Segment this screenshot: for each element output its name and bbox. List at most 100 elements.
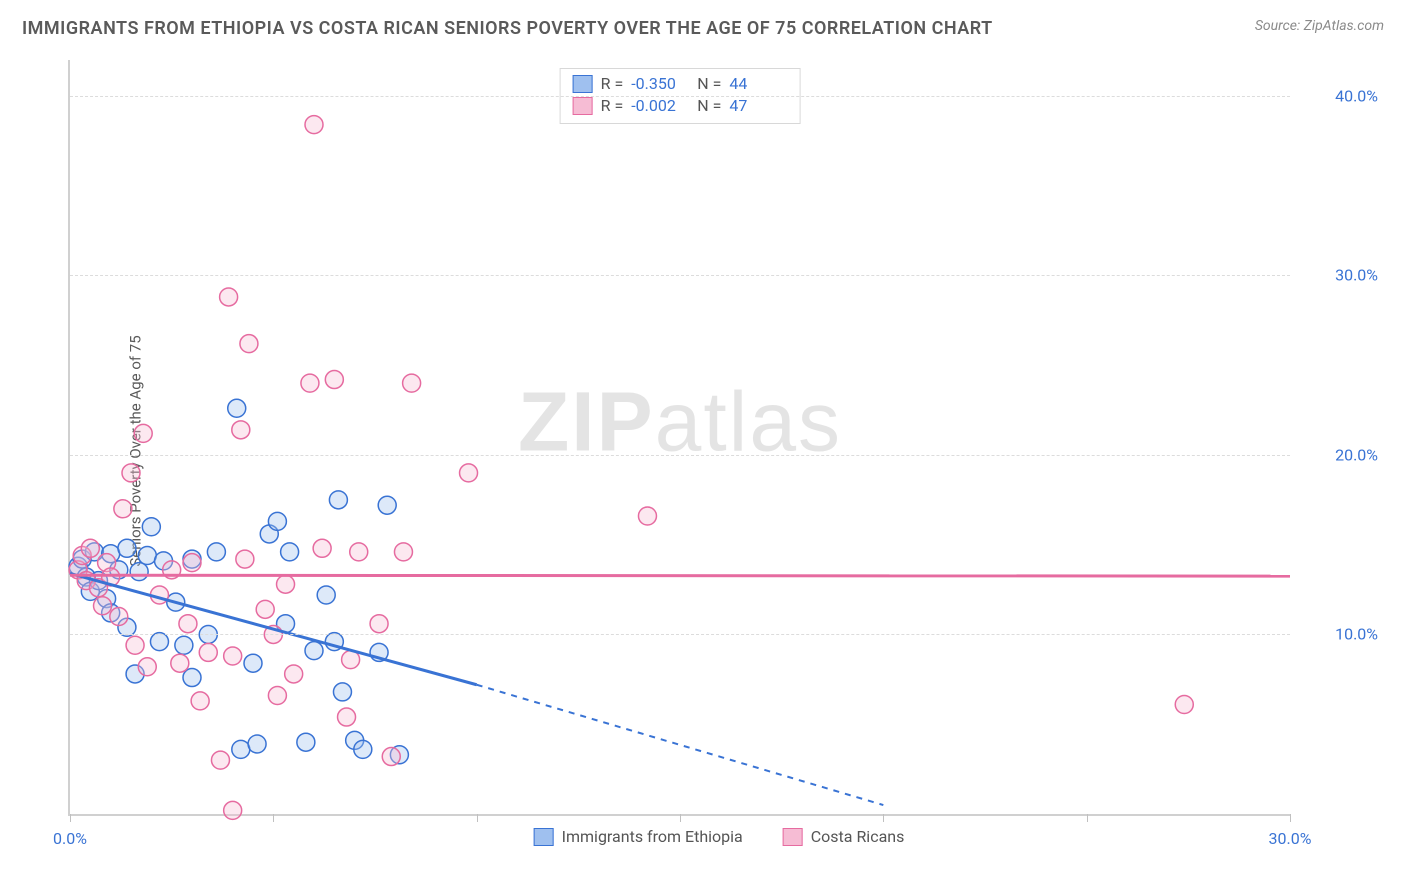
r-label-0: R =	[601, 73, 624, 95]
scatter-point	[460, 464, 478, 482]
trend-line	[70, 575, 1290, 576]
scatter-point	[122, 464, 140, 482]
scatter-point	[228, 399, 246, 417]
scatter-point	[297, 733, 315, 751]
scatter-point	[301, 374, 319, 392]
plot-area: ZIPatlas R = -0.350 N = 44 R = -0.002 N …	[68, 60, 1290, 816]
legend-swatch-1	[573, 97, 593, 115]
scatter-point	[138, 546, 156, 564]
ytick-label: 40.0%	[1298, 86, 1378, 105]
xtick	[70, 814, 71, 822]
scatter-point	[183, 669, 201, 687]
scatter-point	[313, 539, 331, 557]
legend-bottom-item-0: Immigrants from Ethiopia	[534, 827, 743, 846]
scatter-point	[130, 563, 148, 581]
scatter-point	[305, 116, 323, 134]
r-value-0: -0.350	[631, 73, 689, 95]
scatter-point	[175, 636, 193, 654]
gridline-h	[70, 275, 1290, 276]
scatter-point	[183, 554, 201, 572]
scatter-point	[268, 512, 286, 530]
scatter-point	[281, 543, 299, 561]
legend-bottom: Immigrants from Ethiopia Costa Ricans	[534, 827, 905, 846]
gridline-h	[70, 455, 1290, 456]
n-label-0: N =	[697, 73, 721, 95]
scatter-point	[179, 615, 197, 633]
scatter-point	[211, 751, 229, 769]
scatter-point	[224, 647, 242, 665]
scatter-point	[232, 421, 250, 439]
scatter-point	[638, 507, 656, 525]
xtick	[680, 814, 681, 822]
scatter-point	[142, 518, 160, 536]
n-label-1: N =	[697, 95, 721, 117]
scatter-point	[325, 371, 343, 389]
scatter-point	[394, 543, 412, 561]
legend-top-row-0: R = -0.350 N = 44	[573, 73, 788, 95]
r-value-1: -0.002	[631, 95, 689, 117]
ytick-label: 20.0%	[1298, 445, 1378, 464]
scatter-point	[305, 642, 323, 660]
scatter-point	[350, 543, 368, 561]
scatter-point	[285, 665, 303, 683]
scatter-point	[240, 335, 258, 353]
scatter-point	[333, 683, 351, 701]
xtick	[883, 814, 884, 822]
gridline-h	[70, 634, 1290, 635]
xtick	[477, 814, 478, 822]
scatter-point	[268, 687, 286, 705]
scatter-point	[81, 539, 99, 557]
chart-container: Seniors Poverty Over the Age of 75 ZIPat…	[52, 52, 1386, 850]
scatter-point	[317, 586, 335, 604]
legend-bottom-swatch-0	[534, 828, 554, 846]
scatter-point	[118, 539, 136, 557]
n-value-1: 47	[729, 95, 787, 117]
scatter-point	[354, 740, 372, 758]
scatter-point	[248, 735, 266, 753]
ytick-label: 30.0%	[1298, 266, 1378, 285]
scatter-point	[378, 496, 396, 514]
scatter-point	[114, 500, 132, 518]
source-attribution: Source: ZipAtlas.com	[1255, 18, 1384, 34]
scatter-point	[134, 424, 152, 442]
scatter-point	[1175, 695, 1193, 713]
scatter-point	[224, 801, 242, 819]
legend-swatch-0	[573, 75, 593, 93]
trend-line-dashed	[477, 685, 884, 805]
legend-bottom-item-1: Costa Ricans	[783, 827, 905, 846]
xtick	[1290, 814, 1291, 822]
scatter-point	[370, 615, 388, 633]
header: IMMIGRANTS FROM ETHIOPIA VS COSTA RICAN …	[0, 0, 1406, 45]
scatter-point	[329, 491, 347, 509]
scatter-point	[403, 374, 421, 392]
scatter-point	[138, 658, 156, 676]
scatter-point	[220, 288, 238, 306]
legend-top-row-1: R = -0.002 N = 47	[573, 95, 788, 117]
n-value-0: 44	[729, 73, 787, 95]
legend-bottom-swatch-1	[783, 828, 803, 846]
gridline-h	[70, 96, 1290, 97]
xtick-label: 0.0%	[53, 829, 87, 848]
scatter-point	[110, 608, 128, 626]
scatter-point	[94, 597, 112, 615]
scatter-point	[256, 600, 274, 618]
scatter-point	[382, 748, 400, 766]
scatter-point	[277, 575, 295, 593]
scatter-point	[232, 740, 250, 758]
scatter-point	[338, 708, 356, 726]
r-label-1: R =	[601, 95, 624, 117]
chart-title: IMMIGRANTS FROM ETHIOPIA VS COSTA RICAN …	[22, 18, 993, 39]
scatter-point	[244, 654, 262, 672]
legend-bottom-label-1: Costa Ricans	[811, 827, 905, 846]
xtick	[1087, 814, 1088, 822]
scatter-point	[236, 550, 254, 568]
xtick-label: 30.0%	[1269, 829, 1312, 848]
scatter-svg	[70, 60, 1290, 814]
scatter-point	[207, 543, 225, 561]
scatter-point	[126, 636, 144, 654]
ytick-label: 10.0%	[1298, 625, 1378, 644]
xtick	[273, 814, 274, 822]
scatter-point	[191, 692, 209, 710]
scatter-point	[199, 643, 217, 661]
scatter-point	[171, 654, 189, 672]
